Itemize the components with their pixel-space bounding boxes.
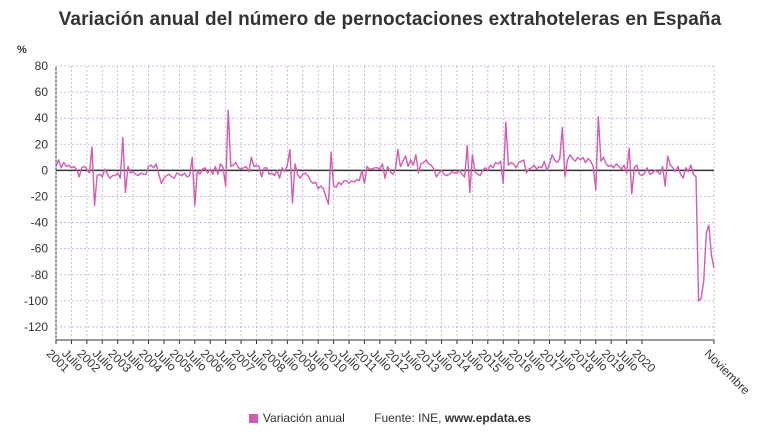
y-tick-label: -60 xyxy=(31,242,49,256)
y-tick-label: -40 xyxy=(31,216,49,230)
legend: Variación anual Fuente: INE, www.epdata.… xyxy=(0,411,780,425)
y-axis-label: % xyxy=(17,44,27,56)
legend-label: Variación anual xyxy=(262,411,345,425)
y-tick-label: -120 xyxy=(24,320,48,334)
y-tick-label: -100 xyxy=(24,294,48,308)
y-tick-label: -80 xyxy=(31,268,49,282)
y-tick-label: 0 xyxy=(41,163,48,177)
y-tick-label: 60 xyxy=(35,85,49,99)
y-tick-label: -20 xyxy=(31,189,49,203)
y-tick-label: 20 xyxy=(35,137,49,151)
legend-item: Variación anual xyxy=(248,411,348,425)
y-tick-label: 80 xyxy=(35,59,49,73)
legend-swatch xyxy=(248,414,258,423)
source-link: www.epdata.es xyxy=(444,411,532,425)
y-tick-label: 40 xyxy=(35,111,49,125)
source-note: Fuente: INE, www.epdata.es xyxy=(374,411,531,425)
series-line-variacion-anual xyxy=(55,109,715,302)
x-tick-label: Noviembre xyxy=(702,346,753,397)
source-text: Fuente: INE, xyxy=(374,411,445,425)
chart-title: Variación anual del número de pernoctaci… xyxy=(58,9,722,30)
